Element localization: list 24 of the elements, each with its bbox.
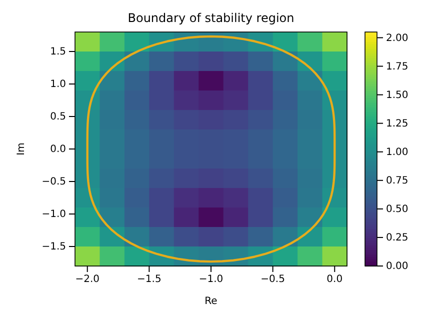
y-tick-label: −0.5 — [42, 176, 66, 188]
x-tick-label: −1.0 — [198, 274, 224, 286]
color-bar-label: 0.25 — [386, 232, 408, 244]
y-tick-label: 1.0 — [50, 79, 66, 90]
x-tick-label: −0.5 — [260, 274, 285, 286]
y-tick-label: −1.5 — [42, 242, 66, 253]
x-tick-label: −2.0 — [75, 274, 100, 286]
chart-title: Boundary of stability region — [128, 11, 294, 25]
y-tick-label: −1.0 — [42, 209, 66, 220]
color-bar-label: 2.00 — [386, 32, 408, 44]
y-tick-label: 0.5 — [50, 112, 66, 123]
color-bar-label: 1.75 — [386, 61, 408, 72]
color-bar-label: 0.00 — [386, 261, 408, 272]
color-bar-label: 1.50 — [386, 90, 408, 101]
y-axis-title: Im — [16, 142, 27, 156]
y-tick-label: 1.5 — [50, 46, 66, 58]
color-bar-label: 1.25 — [386, 118, 408, 130]
color-bar-label: 0.75 — [386, 176, 408, 187]
x-tick-label: −1.5 — [137, 274, 162, 286]
x-axis-title: Re — [204, 296, 218, 307]
color-bar-label: 0.50 — [386, 204, 408, 216]
y-tick-label: 0.0 — [50, 144, 66, 156]
color-bar-label: 1.00 — [386, 147, 408, 158]
x-tick-label: 0.0 — [326, 274, 343, 286]
